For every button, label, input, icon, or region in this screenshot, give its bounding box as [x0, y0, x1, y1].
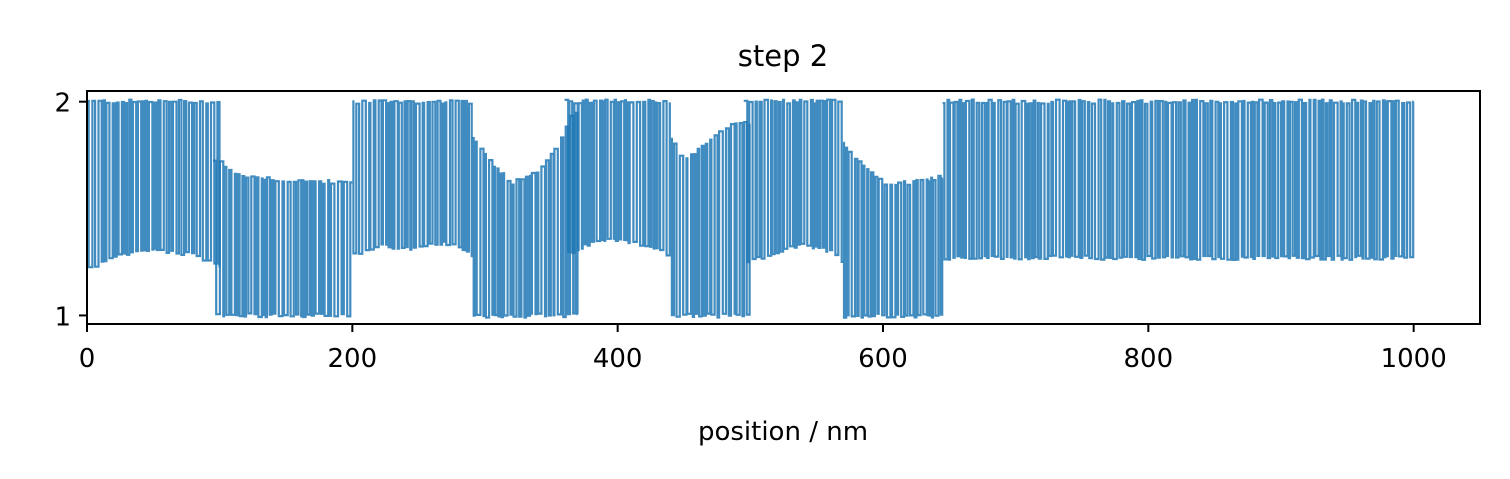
step-trace-segment-7 [743, 98, 844, 264]
axes-frame [86, 90, 1481, 325]
x-tick-label: 200 [328, 344, 378, 374]
step-trace-segment-9 [942, 98, 1415, 261]
x-tick-label: 600 [858, 344, 908, 374]
x-axis-label: position / nm [698, 417, 868, 447]
step-trace-segment-6 [670, 121, 751, 319]
x-tick-label: 1000 [1381, 344, 1447, 374]
step-trace-segment-8 [842, 141, 944, 319]
step-trace-segment-4 [471, 111, 579, 319]
x-tick-label: 800 [1124, 344, 1174, 374]
data-series-step-line [87, 98, 1415, 319]
x-axis: 0 200 400 600 800 1000 [79, 324, 1447, 374]
plot-area [86, 90, 1481, 325]
step-trace-segment-5 [564, 98, 671, 257]
step-trace-segment-1 [87, 98, 221, 269]
step-trace-segment-2 [213, 159, 353, 319]
y-tick-label: 1 [54, 302, 71, 332]
y-axis: 12 [54, 89, 87, 332]
x-tick-label: 0 [79, 344, 96, 374]
x-tick-label: 400 [593, 344, 643, 374]
step-trace-segment-3 [352, 99, 473, 258]
y-tick-label: 2 [54, 89, 71, 119]
chart-title: step 2 [738, 39, 828, 73]
